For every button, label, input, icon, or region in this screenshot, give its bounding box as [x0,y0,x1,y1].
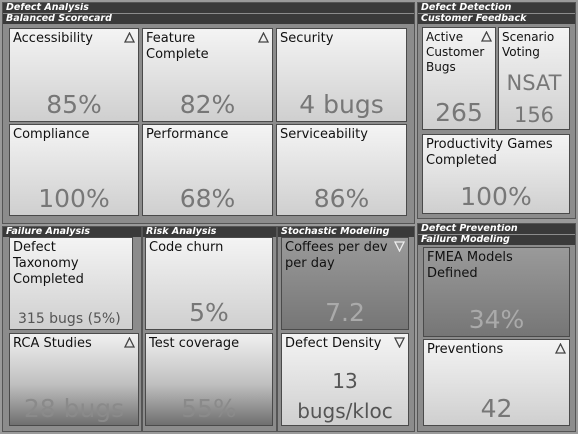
tile-label: Scenario Voting [502,30,555,59]
defect-prevention-header: Defect Prevention [418,224,575,234]
tile-label: Defect Taxonomy Completed [13,240,84,287]
tile-value: 42 [480,394,513,423]
failure-analysis-header: Failure Analysis [3,227,141,237]
tile-label: Compliance [13,127,90,142]
nsat-label: NSAT [506,71,562,95]
tile-value: 265 [435,98,483,127]
tile-value: 100% [460,182,532,211]
tile-label: Coffees per dev per day [285,240,388,271]
tile-label: Serviceability [280,127,368,142]
defect-detection-header: Defect Detection [418,3,575,13]
tile-label: Preventions [427,342,504,357]
productivity-games-tile[interactable]: Productivity Games Completed 100% [422,134,570,214]
defect-taxonomy-tile[interactable]: Defect Taxonomy Completed 315 bugs (5%) [9,237,133,330]
accessibility-tile[interactable]: Accessibility 85% [9,28,139,122]
tile-value: 156 [513,103,555,127]
tile-value-number: 13 [332,369,358,393]
tile-value: 86% [313,184,370,213]
tile-label: Test coverage [149,336,240,351]
balanced-scorecard-header: Balanced Scorecard [3,14,414,24]
stochastic-modeling-header: Stochastic Modeling [278,227,414,237]
tile-value: 28 bugs [23,394,125,423]
tile-label: Security [280,31,334,46]
triangle-down-icon [394,337,405,348]
tile-label: FMEA Models Defined [427,250,513,281]
defect-analysis-header: Defect Analysis [3,3,414,13]
triangle-up-icon [481,31,492,42]
scenario-voting-tile[interactable]: Scenario Voting NSAT 156 [498,27,570,130]
tile-label: Code churn [149,240,224,255]
tile-value: 5% [189,298,229,327]
security-tile[interactable]: Security 4 bugs [276,28,407,122]
tile-value: 55% [181,394,237,423]
tile-label: Feature Complete [146,31,209,62]
triangle-down-icon [394,241,405,252]
triangle-up-icon [124,32,135,43]
compliance-tile[interactable]: Compliance 100% [9,124,139,216]
triangle-up-icon [555,343,566,354]
risk-analysis-header: Risk Analysis [143,227,276,237]
triangle-up-icon [258,32,269,43]
defect-density-tile[interactable]: Defect Density 13 bugs/kloc [281,333,409,426]
active-customer-bugs-tile[interactable]: Active Customer Bugs 265 [422,27,496,130]
tile-value: 7.2 [325,298,365,327]
tile-value: 82% [179,90,236,119]
test-coverage-tile[interactable]: Test coverage 55% [145,333,273,426]
tile-value: 4 bugs [299,90,384,119]
failure-modeling-header: Failure Modeling [418,235,575,245]
tile-value-unit: bugs/kloc [297,399,393,423]
customer-feedback-header: Customer Feedback [418,14,575,24]
tile-label: Accessibility [13,31,93,46]
serviceability-tile[interactable]: Serviceability 86% [276,124,407,216]
tile-label: Performance [146,127,229,142]
tile-label: Defect Density [285,336,382,351]
rca-studies-tile[interactable]: RCA Studies 28 bugs [9,333,139,426]
tile-value: 100% [38,184,110,213]
tile-value: 315 bugs (5%) [18,311,121,327]
performance-tile[interactable]: Performance 68% [142,124,273,216]
tile-value: 85% [46,90,102,119]
tile-value: 68% [179,184,236,213]
triangle-up-icon [124,337,135,348]
coffees-per-dev-tile[interactable]: Coffees per dev per day 7.2 [281,237,409,330]
tile-value: 34% [468,305,525,334]
fmea-models-tile[interactable]: FMEA Models Defined 34% [423,247,570,337]
tile-label: Active Customer Bugs [426,30,485,74]
preventions-tile[interactable]: Preventions 42 [423,339,570,426]
tile-label: RCA Studies [13,336,92,351]
feature-complete-tile[interactable]: Feature Complete 82% [142,28,273,122]
tile-label: Productivity Games Completed [426,137,553,168]
code-churn-tile[interactable]: Code churn 5% [145,237,273,330]
